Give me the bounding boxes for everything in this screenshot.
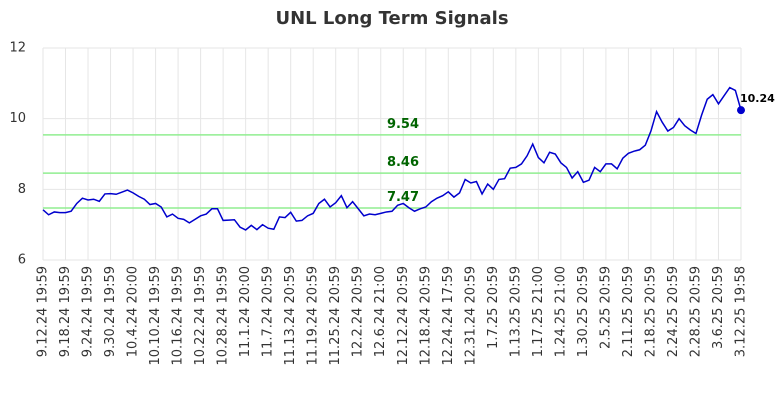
x-tick-label: 9.18.24 19:59: [58, 266, 73, 357]
x-tick-label: 12.18.24 20:59: [418, 266, 433, 366]
x-tick-label: 10.22.24 19:59: [193, 266, 208, 366]
x-tick-label: 10.28.24 19:59: [216, 266, 231, 366]
y-tick-label: 12: [9, 41, 26, 56]
x-tick-label: 2.11.25 20:59: [621, 266, 636, 357]
signal-label: 8.46: [387, 155, 419, 170]
x-tick-label: 10.16.24 19:59: [171, 266, 186, 366]
x-tick-label: 9.24.24 19:59: [81, 266, 96, 357]
x-tick-label: 11.13.24 20:59: [283, 266, 298, 366]
signal-label: 9.54: [387, 117, 419, 132]
x-tick-label: 1.24.25 21:00: [553, 266, 568, 357]
x-tick-label: 1.7.25 20:59: [486, 266, 501, 349]
x-tick-label: 2.5.25 20:59: [598, 266, 613, 349]
x-tick-label: 11.1.24 20:00: [238, 266, 253, 357]
x-tick-label: 1.17.25 21:00: [531, 266, 546, 357]
y-tick-label: 6: [18, 253, 26, 268]
x-tick-label: 2.18.25 20:59: [643, 266, 658, 357]
signal-label: 7.47: [387, 190, 419, 205]
x-tick-label: 11.25.24 20:59: [328, 266, 343, 366]
x-tick-label: 2.24.25 20:59: [666, 266, 681, 357]
x-tick-label: 9.30.24 19:59: [103, 266, 118, 357]
x-tick-label: 2.28.25 20:59: [688, 266, 703, 357]
x-tick-label: 3.6.25 20:59: [711, 266, 726, 349]
y-tick-label: 10: [9, 111, 26, 126]
y-tick-label: 8: [18, 182, 26, 197]
x-tick-label: 10.10.24 19:59: [148, 266, 163, 366]
x-tick-label: 9.12.24 19:59: [36, 266, 51, 357]
last-value-label: 10.24: [740, 92, 775, 105]
x-tick-label: 12.24.24 17:59: [441, 266, 456, 366]
x-tick-label: 12.31.24 20:59: [463, 266, 478, 366]
x-tick-label: 11.19.24 20:59: [306, 266, 321, 366]
x-tick-label: 12.2.24 20:59: [351, 266, 366, 357]
x-tick-label: 3.12.25 19:58: [734, 266, 749, 357]
chart-title: UNL Long Term Signals: [275, 8, 508, 29]
x-tick-label: 11.7.24 20:59: [261, 266, 276, 357]
x-tick-label: 12.12.24 20:59: [396, 266, 411, 366]
last-point: [737, 106, 745, 115]
x-tick-label: 1.30.25 20:59: [576, 266, 591, 357]
x-tick-label: 12.6.24 21:00: [373, 266, 388, 357]
x-tick-label: 1.13.25 20:59: [508, 266, 523, 357]
x-tick-label: 10.4.24 20:00: [126, 266, 141, 357]
series-line: [42, 86, 742, 231]
